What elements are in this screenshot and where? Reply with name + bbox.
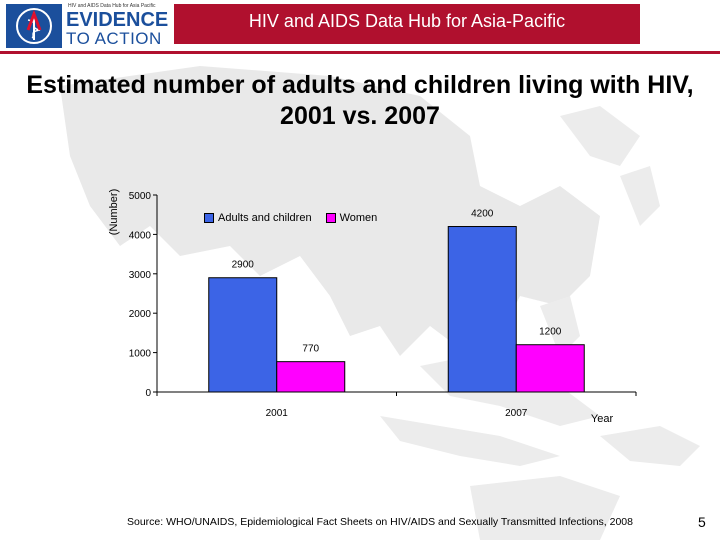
legend-item-adults: Adults and children xyxy=(204,212,312,224)
bar-adults-and-children-2001 xyxy=(208,277,278,393)
y-tick-label-3000: 3000 xyxy=(129,270,152,281)
data-label-women-2001: 770 xyxy=(302,344,319,355)
bar-chart: 0 1000 2000 3000 4000 5000 2900 770 2001 4200 1200… xyxy=(108,189,637,425)
source-note: Source: WHO/UNAIDS, Epidemiological Fact… xyxy=(127,516,633,528)
header-bar: HIV and AIDS Data Hub for Asia Pacific E… xyxy=(0,0,720,54)
bar-women-2001 xyxy=(276,361,346,393)
legend-item-women: Women xyxy=(325,212,378,224)
y-axis-title: (Number) xyxy=(108,189,120,235)
chart-legend: Adults and children Women xyxy=(204,210,391,226)
page-number: 5 xyxy=(698,514,706,530)
y-tick-label-4000: 4000 xyxy=(129,230,152,241)
y-tick-label-1000: 1000 xyxy=(129,349,152,360)
who-emblem-icon xyxy=(6,4,62,48)
legend-label-women: Women xyxy=(339,212,378,224)
page-title: Estimated number of adults and children … xyxy=(26,71,694,130)
hub-banner xyxy=(174,4,640,44)
y-tick-label-0: 0 xyxy=(145,388,151,399)
legend-label-adults: Adults and children xyxy=(218,212,312,224)
data-label-adults-and-children-2001: 2900 xyxy=(232,260,255,271)
chart-labels: 0 1000 2000 3000 4000 5000 2900 770 2001 4200 1200… xyxy=(108,189,613,425)
x-tick-label-2007: 2007 xyxy=(505,408,528,419)
header-rule xyxy=(0,51,720,54)
y-tick-label-2000: 2000 xyxy=(129,309,152,320)
x-tick-label-2001: 2001 xyxy=(266,408,289,419)
x-axis-title: Year xyxy=(591,413,614,425)
legend-swatch-women xyxy=(325,213,336,223)
bar-women-2007 xyxy=(515,344,585,393)
logo-tagline: HIV and AIDS Data Hub for Asia Pacific xyxy=(68,3,156,9)
logo-to-action-text: TO ACTION xyxy=(66,29,162,48)
chart-bars xyxy=(208,226,585,393)
hub-title: HIV and AIDS Data Hub for Asia-Pacific xyxy=(248,11,566,31)
bar-adults-and-children-2007 xyxy=(447,226,517,393)
logo-evidence-text: EVIDENCE xyxy=(66,9,169,31)
data-label-women-2007: 1200 xyxy=(539,327,562,338)
legend-swatch-adults xyxy=(204,213,214,223)
data-label-adults-and-children-2007: 4200 xyxy=(471,209,494,220)
y-tick-label-5000: 5000 xyxy=(129,191,152,202)
